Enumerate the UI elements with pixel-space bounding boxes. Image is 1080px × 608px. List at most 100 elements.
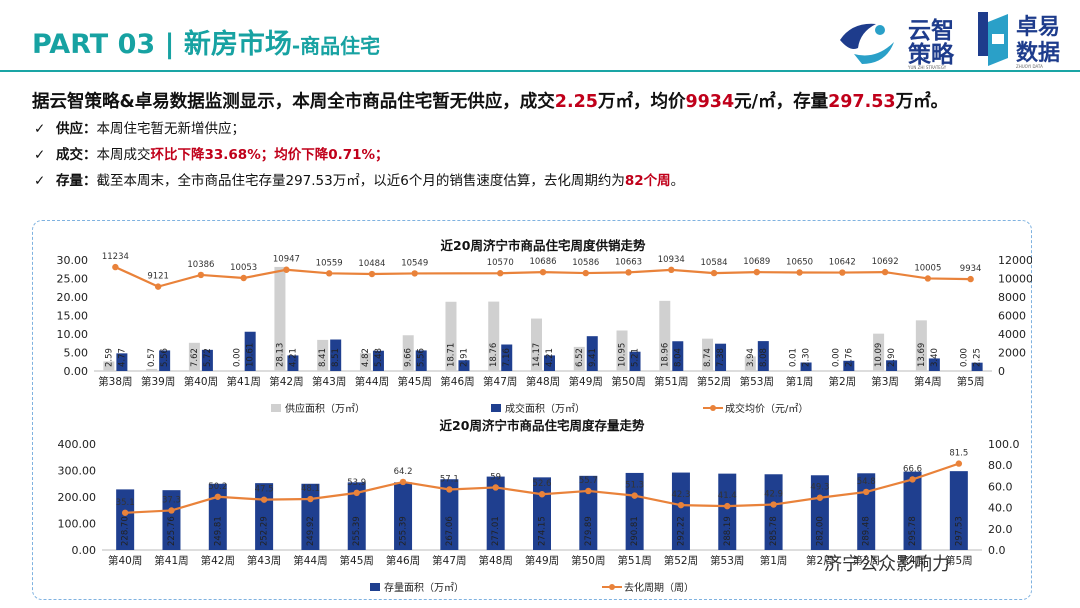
x-tick-label: 第48周 (478, 554, 512, 567)
line-data-label: 50.2 (208, 482, 227, 492)
line-data-label: 10650 (786, 257, 813, 267)
line-point (724, 502, 731, 510)
x-tick-label: 第47周 (483, 375, 517, 388)
x-tick-label: 第50周 (571, 554, 605, 567)
bar-data-label: 4.82 (361, 348, 371, 367)
line-data-label: 54.8 (857, 477, 876, 487)
bullet-key: 供应： (56, 121, 97, 137)
line-point (325, 270, 333, 277)
bar (402, 335, 414, 371)
bullet-key: 存量： (56, 173, 97, 189)
svg-text:ZHUOYI DATA: ZHUOYI DATA (1016, 64, 1043, 69)
headline-deal-value: 2.25 (554, 92, 598, 112)
x-tick-label: 第40周 (184, 375, 218, 388)
bar (800, 362, 812, 371)
legend-label: 成交均价（元/㎡） (725, 402, 808, 415)
bar (287, 355, 299, 371)
bar (616, 330, 628, 371)
y-tick-label: 5.00 (64, 347, 89, 360)
chart-title: 近20周济宁市商品住宅周度存量走势 (440, 418, 645, 433)
line-point (839, 269, 846, 276)
line-data-label: 10584 (701, 258, 728, 268)
line-data-label: 9121 (147, 272, 169, 282)
x-tick-label: 第46周 (440, 375, 474, 388)
bar (458, 360, 470, 371)
line-data-label: 64.2 (394, 467, 413, 477)
bar-data-label: 7.38 (716, 348, 726, 367)
line-data-label: 10053 (230, 263, 257, 273)
line-point (353, 489, 360, 497)
bar (744, 356, 756, 371)
line-data-label: 9934 (960, 264, 982, 274)
bar (764, 474, 783, 550)
bullet-highlight: 环比下降33.68%；均价下降0.71%； (150, 147, 389, 163)
svg-text:策略: 策略 (908, 41, 955, 68)
bar-data-label: 295.78 (908, 516, 918, 546)
x-tick-label: 第42周 (201, 554, 235, 567)
y2-tick-label: 0 (998, 365, 1005, 378)
x-tick-label: 第53周 (710, 554, 744, 567)
bullet-supply: ✓ 供应：本周住宅暂无新增供应； (34, 116, 684, 142)
bar-data-label: 8.04 (673, 348, 683, 367)
bar-data-label: 13.69 (917, 343, 927, 367)
bar-data-label: 8.74 (703, 348, 713, 367)
bar (317, 339, 329, 371)
line-point (677, 501, 685, 509)
line-point (260, 496, 268, 503)
x-tick-label: 第5周 (945, 554, 973, 567)
y-tick-label: 200.00 (58, 491, 97, 504)
bar (533, 477, 551, 550)
line-data-label: 49.3 (810, 483, 829, 493)
y2-tick-label: 40.0 (988, 502, 1013, 515)
bar (659, 300, 671, 371)
line-data-label: 10586 (572, 258, 599, 268)
line-data-label: 11234 (102, 252, 129, 262)
svg-text:YUN ZHI STRATEGY: YUN ZHI STRATEGY (907, 65, 947, 70)
bar-data-label: 0.00 (233, 348, 243, 367)
line-point (154, 283, 162, 290)
line-point (538, 491, 546, 498)
bullet-highlight: 82个周 (624, 173, 671, 189)
line-data-label: 10689 (743, 257, 770, 267)
chart-title: 近20周济宁市商品住宅周度供销走势 (441, 238, 646, 253)
line-data-label: 66.6 (903, 464, 922, 474)
line-data-label: 41.4 (718, 491, 737, 501)
bar-data-label: 4.77 (117, 348, 127, 367)
legend-label: 存量面积（万㎡） (384, 581, 464, 594)
inventory-chart: 近20周济宁市商品住宅周度存量走势 0.00 100.00 200.00 300.00 4… (58, 418, 1020, 594)
bar (146, 368, 158, 371)
bar-data-label: 5.56 (417, 348, 427, 367)
y-tick-label: 300.00 (58, 465, 97, 478)
x-tick-label: 第41周 (154, 554, 188, 567)
bar-data-label: 255.39 (352, 516, 362, 546)
y-tick-label: 100.00 (58, 518, 97, 531)
bar (372, 350, 384, 371)
bar (274, 266, 286, 371)
check-icon: ✓ (34, 147, 46, 163)
line-data-label: 10484 (358, 259, 385, 269)
legend-label: 成交面积（万㎡） (505, 402, 585, 415)
bar (928, 358, 940, 371)
x-tick-label: 第1周 (786, 375, 814, 388)
svg-text:数据: 数据 (1016, 40, 1060, 66)
headline-text-4: 万㎡。 (895, 92, 949, 112)
x-tick-label: 第2周 (806, 554, 834, 567)
bar-data-label: 267.06 (445, 516, 455, 546)
bar-data-label: 0.57 (147, 348, 157, 367)
bar-data-label: 277.01 (491, 516, 501, 546)
y-tick-label: 20.00 (57, 291, 89, 304)
line-data-label: 10934 (658, 255, 685, 265)
legend-swatch (609, 584, 615, 590)
svg-text:卓易: 卓易 (1016, 15, 1060, 40)
bullet-text: 本周住宅暂无新增供应； (96, 121, 246, 137)
bar-data-label: 0.00 (831, 348, 841, 367)
bullet-tail: 。 (670, 173, 685, 189)
bar-data-label: 4.21 (545, 348, 555, 367)
bar (440, 479, 459, 550)
headline-price-value: 9934 (685, 92, 735, 112)
bar (625, 472, 644, 550)
line-data-label: 57.1 (440, 474, 459, 484)
x-tick-label: 第2周 (828, 375, 856, 388)
watermark-text: 济宁公众影响力 (824, 554, 950, 575)
bar-data-label: 0.01 (789, 348, 799, 367)
